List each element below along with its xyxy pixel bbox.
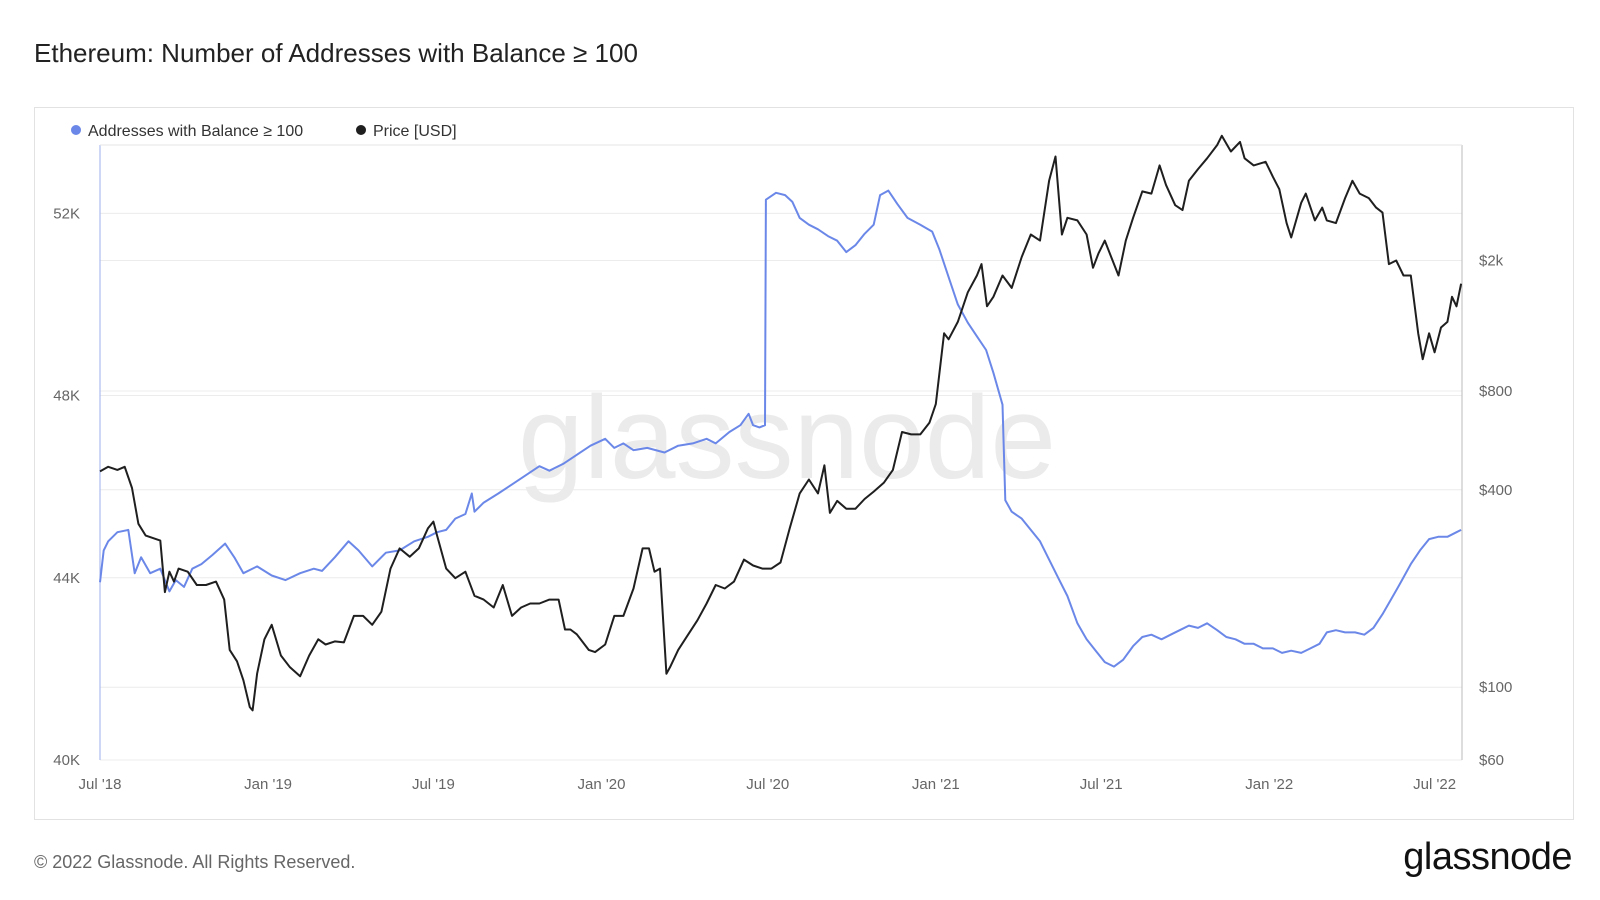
y-left-tick-label: 40K: [53, 752, 80, 769]
legend-item-addresses[interactable]: Addresses with Balance ≥ 100: [71, 123, 303, 140]
legend-label-addresses: Addresses with Balance ≥ 100: [88, 123, 303, 140]
x-tick-label: Jul '21: [1080, 776, 1123, 793]
series-layer: [99, 134, 1463, 712]
ticks-layer: 40K 44K 48K 52K $60 $100 $400 $800 $2k Jul '18 Jan…: [53, 205, 1512, 793]
legend: Addresses with Balance ≥ 100 Price [USD]: [71, 123, 457, 140]
series-line-price: [99, 134, 1463, 712]
y-left-tick-label: 44K: [53, 570, 80, 587]
y-left-tick-label: 48K: [53, 388, 80, 405]
x-tick-label: Jan '22: [1245, 776, 1293, 793]
x-tick-label: Jan '21: [912, 776, 960, 793]
y-right-tick-label: $2k: [1479, 253, 1504, 270]
chart-frame: glassnode Addresses with Balance ≥ 100 P…: [34, 107, 1574, 820]
y-right-tick-label: $400: [1479, 482, 1512, 499]
series-line-addresses: [99, 189, 1462, 668]
legend-marker-price: [356, 125, 366, 135]
x-tick-label: Jul '22: [1413, 776, 1456, 793]
legend-item-price[interactable]: Price [USD]: [356, 123, 457, 140]
y-left-tick-label: 52K: [53, 205, 80, 222]
legend-marker-addresses: [71, 125, 81, 135]
x-tick-label: Jan '20: [578, 776, 626, 793]
chart-title: Ethereum: Number of Addresses with Balan…: [34, 38, 638, 68]
watermark: glassnode: [518, 372, 1056, 504]
x-tick-label: Jan '19: [244, 776, 292, 793]
y-right-tick-label: $60: [1479, 752, 1504, 769]
glassnode-logo[interactable]: glassnode: [1403, 836, 1572, 878]
chart-svg: glassnode Addresses with Balance ≥ 100 P…: [53, 123, 1512, 793]
x-tick-label: Jul '19: [412, 776, 455, 793]
copyright-footer: © 2022 Glassnode. All Rights Reserved.: [34, 852, 356, 872]
y-right-tick-label: $100: [1479, 679, 1512, 696]
y-right-tick-label: $800: [1479, 383, 1512, 400]
legend-label-price: Price [USD]: [373, 123, 457, 140]
grid-layer: [100, 212, 1462, 761]
x-tick-label: Jul '18: [79, 776, 122, 793]
x-tick-label: Jul '20: [746, 776, 789, 793]
